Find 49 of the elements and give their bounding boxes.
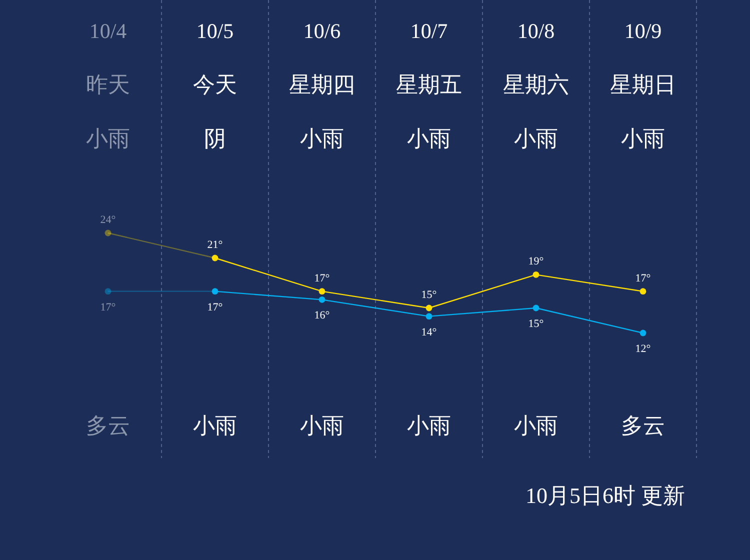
point <box>212 288 218 295</box>
text: 星期五 <box>396 72 462 97</box>
data-label: 19° <box>528 256 544 268</box>
data-label: 17° <box>100 301 116 314</box>
text: 多云 <box>86 413 130 438</box>
data-label: 15° <box>421 289 437 301</box>
data-label: 16° <box>314 310 330 322</box>
data-label: 21° <box>207 239 223 251</box>
text: 小雨 <box>514 126 558 151</box>
point <box>532 304 540 312</box>
point <box>104 288 112 295</box>
data-label: 12° <box>635 343 651 355</box>
point <box>640 288 646 295</box>
text: 昨天 <box>86 72 130 97</box>
data-label: 17° <box>314 272 330 284</box>
x-tick-label: 10/4 <box>89 19 128 43</box>
text: 多云 <box>621 413 665 438</box>
data-label: 15° <box>528 318 544 330</box>
text: 今天 <box>193 72 237 97</box>
text: 小雨 <box>514 413 558 438</box>
data-label: 14° <box>421 326 437 338</box>
text: 小雨 <box>86 126 130 151</box>
text: 星期日 <box>610 72 676 97</box>
x-tick-label: 10/9 <box>624 19 662 43</box>
point <box>318 296 326 303</box>
x-tick-label: 10/7 <box>410 19 448 43</box>
data-label: 17° <box>207 301 223 314</box>
text: 小雨 <box>407 126 451 151</box>
x-tick-label: 10/8 <box>517 19 555 43</box>
point <box>532 271 540 278</box>
point <box>318 288 326 295</box>
x-tick-label: 10/5 <box>196 19 234 43</box>
point <box>426 313 432 320</box>
text: 小雨 <box>193 413 237 438</box>
text: 10月5日6时 更新 <box>526 483 685 508</box>
text: 小雨 <box>407 413 451 438</box>
data-label: 17° <box>635 272 651 284</box>
point <box>640 330 646 336</box>
text: 小雨 <box>621 126 665 151</box>
x-tick-label: 10/6 <box>303 19 341 43</box>
text: 小雨 <box>300 126 344 151</box>
text: 阴 <box>204 126 226 151</box>
point <box>212 254 218 262</box>
point <box>104 230 112 236</box>
data-label: 24° <box>100 214 116 226</box>
point <box>426 304 432 312</box>
text: 星期六 <box>503 72 569 97</box>
text: 星期四 <box>289 72 355 97</box>
text: 小雨 <box>300 413 344 438</box>
